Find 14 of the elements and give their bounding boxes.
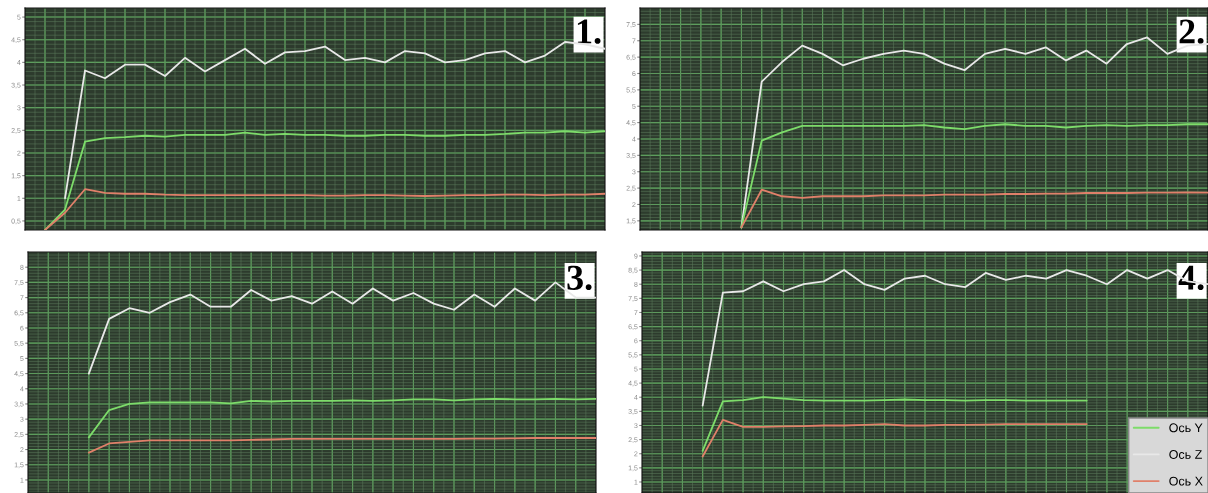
annotation: 4. xyxy=(1178,265,1204,291)
line-series xyxy=(87,397,596,439)
line-series xyxy=(701,396,1088,452)
line-series xyxy=(44,188,605,230)
annotation: 2. xyxy=(1179,19,1204,44)
legend-label: Ось Y xyxy=(1169,423,1203,433)
line-series xyxy=(87,437,596,454)
line-series xyxy=(740,188,1208,229)
annotation: 3. xyxy=(567,265,592,291)
line-series xyxy=(701,418,1088,458)
legend-label: Ось X xyxy=(1169,476,1203,486)
line-series xyxy=(44,130,605,230)
legend-label: Ось Z xyxy=(1169,450,1202,459)
annotation: 1. xyxy=(577,19,601,44)
